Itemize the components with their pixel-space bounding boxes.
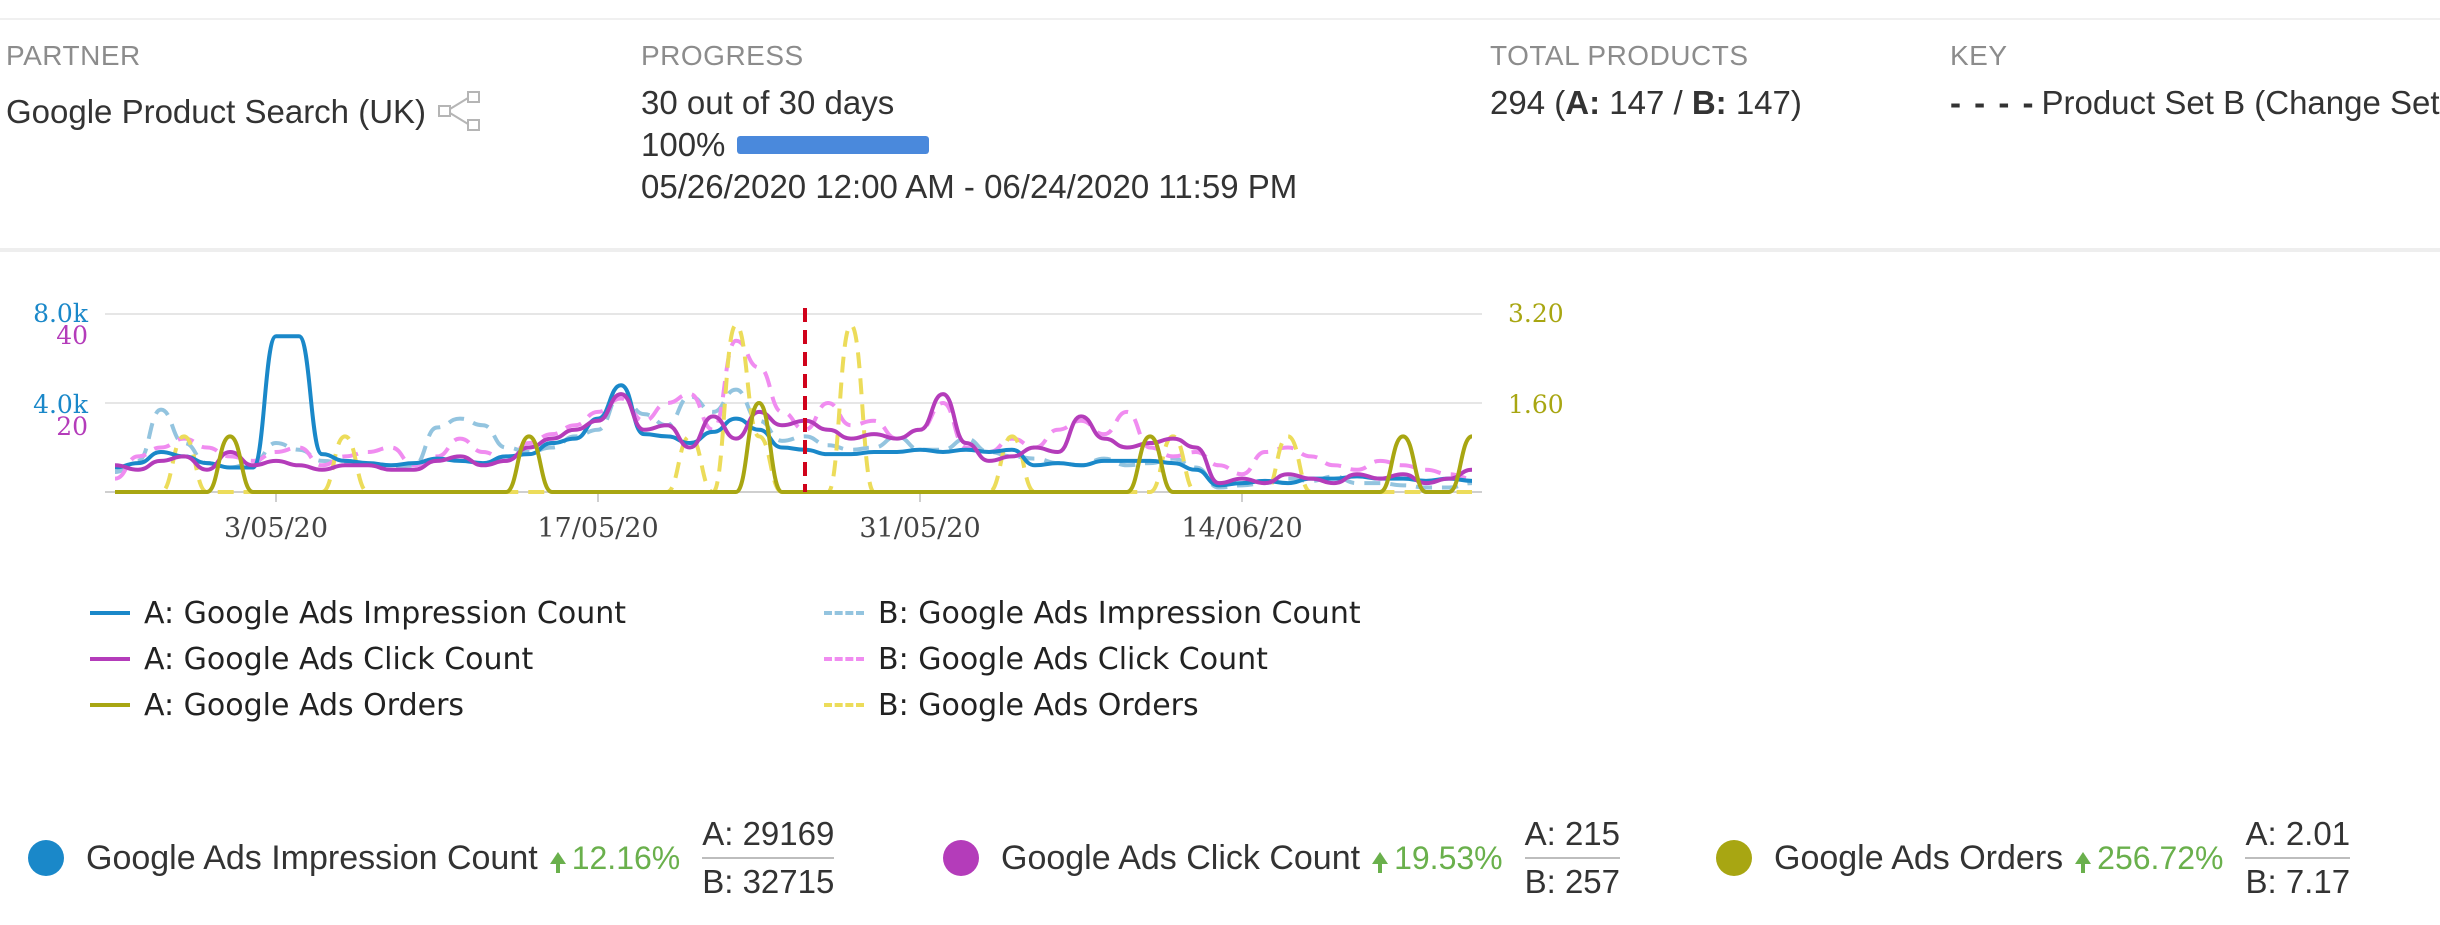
legend-label: A: Google Ads Orders (144, 687, 465, 723)
metric-name: Google Ads Impression Count (86, 838, 538, 877)
series-line-b-google-ads-impression-count[interactable] (114, 387, 1473, 490)
top-divider (0, 18, 2440, 20)
partner-label: PARTNER (6, 40, 141, 71)
x-tick-label: 31/05/20 (859, 513, 980, 544)
metric-b-value: B: 257 (1524, 863, 1621, 900)
summary-metric: Google Ads Impression Count 12.16% A: 2916… (28, 815, 835, 901)
metric-color-dot (28, 840, 64, 876)
arrow-up-icon (1372, 852, 1389, 873)
progress-date-range: 05/26/2020 12:00 AM - 06/24/2020 11:59 P… (641, 168, 1298, 205)
progress-section: PROGRESS 30 out of 30 days 100% 05/26/20… (641, 40, 1297, 208)
progress-days: 30 out of 30 days (641, 84, 895, 121)
metric-ab-values: A: 2.01 B: 7.17 (2245, 815, 2351, 901)
legend-swatch (90, 657, 130, 661)
y-tick-orders-max: 3.20 (1508, 299, 1564, 328)
summary-metric: Google Ads Orders 256.72% A: 2.01 B: 7.17 (1716, 815, 2351, 901)
legend-swatch (824, 703, 864, 707)
arrow-up-icon (549, 852, 566, 873)
metric-b-value: B: 32715 (702, 863, 835, 900)
legend-label: B: Google Ads Orders (878, 687, 1199, 723)
metric-ab-values: A: 215 B: 257 (1524, 815, 1621, 901)
progress-label: PROGRESS (641, 40, 804, 71)
series-line-a-google-ads-orders[interactable] (115, 401, 1473, 494)
partner-name: Google Product Search (UK) (6, 93, 427, 130)
x-tick-label: 14/06/20 (1181, 513, 1302, 544)
x-tick-label: 17/05/20 (537, 513, 658, 544)
progress-bar-fill (737, 136, 930, 155)
total-products-label: TOTAL PRODUCTS (1490, 40, 1749, 71)
legend-item[interactable]: A: Google Ads Orders (90, 682, 626, 728)
arrow-up-icon (2075, 852, 2092, 873)
legend-label: A: Google Ads Click Count (144, 641, 534, 677)
summary-metric: Google Ads Click Count 19.53% A: 215 B: 257 (943, 815, 1621, 901)
series-line-b-google-ads-click-count[interactable] (114, 338, 1473, 481)
legend-item[interactable]: B: Google Ads Orders (824, 682, 1361, 728)
metric-change-value: 256.72% (2097, 839, 2224, 876)
total-b-label: B: (1691, 84, 1727, 121)
metric-name: Google Ads Click Count (1001, 838, 1361, 877)
key-text: Product Set B (Change Set (2041, 84, 2440, 121)
key-entry: - - - - Product Set B (Change Set (1950, 82, 2440, 124)
legend-item[interactable]: A: Google Ads Impression Count (90, 590, 626, 636)
metric-change: 19.53% (1372, 840, 1503, 877)
y-tick-clicks-mid: 20 (56, 412, 88, 441)
metric-color-dot (1716, 840, 1752, 876)
total-products-section: TOTAL PRODUCTS 294 (A: 147 / B: 147) (1490, 40, 1802, 124)
series-line-a-google-ads-impression-count[interactable] (114, 334, 1473, 488)
x-tick-label: 3/05/20 (224, 513, 328, 544)
progress-percent: 100% (641, 126, 726, 163)
legend-label: B: Google Ads Impression Count (878, 595, 1361, 631)
legend-swatch (90, 703, 130, 707)
metric-change-value: 19.53% (1394, 839, 1503, 876)
metric-change-value: 12.16% (571, 839, 681, 876)
total-a-value: 147 (1609, 84, 1665, 121)
legend-item[interactable]: B: Google Ads Impression Count (824, 590, 1361, 636)
key-dash: - - - - (1950, 84, 2036, 121)
y-tick-clicks-max: 40 (56, 321, 88, 350)
metric-b-value: B: 7.17 (2245, 863, 2351, 900)
y-tick-impressions-mid: 4.0k (33, 390, 89, 419)
share-network-icon[interactable] (436, 90, 482, 134)
metric-ab-values: A: 29169 B: 32715 (702, 815, 835, 901)
partner-section: PARTNER Google Product Search (UK) (6, 40, 482, 134)
legend-a: A: Google Ads Impression Count A: Google … (90, 590, 626, 728)
y-tick-orders-mid: 1.60 (1508, 390, 1564, 419)
series-line-b-google-ads-orders[interactable] (115, 323, 1472, 494)
total-a-label: A: (1565, 84, 1601, 121)
legend-swatch (824, 611, 864, 615)
partner-name-row: Google Product Search (UK) (6, 90, 482, 134)
legend-swatch (90, 611, 130, 615)
metric-color-dot (943, 840, 979, 876)
metric-change: 256.72% (2075, 840, 2223, 877)
legend-item[interactable]: A: Google Ads Click Count (90, 636, 626, 682)
total-products-value: 294 (A: 147 / B: 147) (1490, 84, 1802, 121)
metric-change: 12.16% (549, 839, 681, 877)
legend-label: A: Google Ads Impression Count (144, 595, 627, 631)
metric-name: Google Ads Orders (1774, 838, 2064, 877)
total-products-count: 294 (1490, 84, 1546, 121)
legend-item[interactable]: B: Google Ads Click Count (824, 636, 1361, 682)
key-section: KEY - - - - Product Set B (Change Set (1950, 40, 2440, 124)
legend-b: B: Google Ads Impression Count B: Google … (824, 590, 1361, 728)
key-label: KEY (1950, 40, 2008, 71)
y-tick-impressions-max: 8.0k (33, 299, 89, 328)
fraction-divider (702, 857, 835, 859)
section-divider (0, 248, 2440, 252)
progress-bar (737, 136, 930, 155)
fraction-divider (1524, 857, 1621, 859)
legend-swatch (824, 657, 864, 661)
metric-a-value: A: 29169 (702, 815, 835, 852)
legend-label: B: Google Ads Click Count (878, 641, 1268, 677)
series-line-a-google-ads-click-count[interactable] (114, 392, 1473, 486)
metric-a-value: A: 2.01 (2245, 815, 2351, 852)
progress-percent-row: 100% (641, 124, 1297, 166)
metric-a-value: A: 215 (1524, 815, 1621, 852)
fraction-divider (2245, 857, 2351, 859)
total-b-value: 147 (1735, 84, 1791, 121)
